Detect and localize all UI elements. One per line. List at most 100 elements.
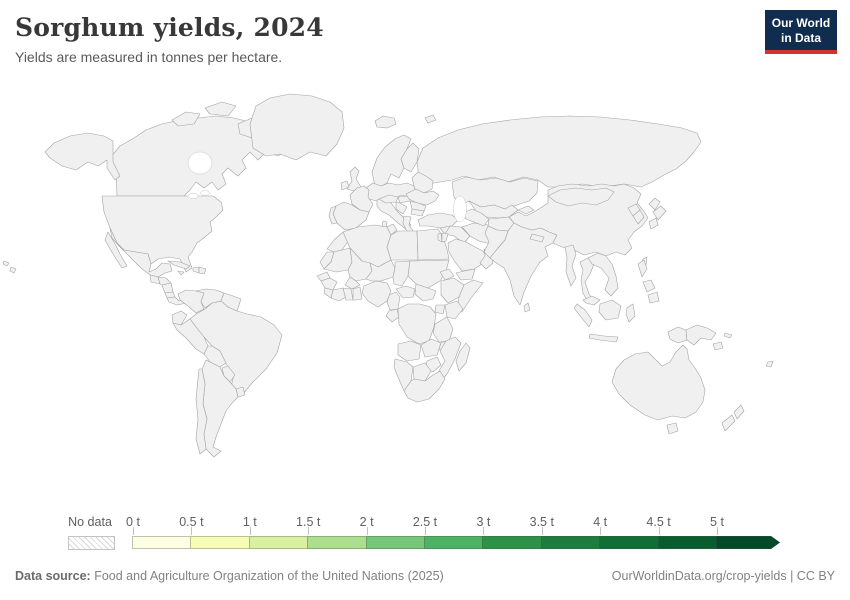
country-haiti[interactable] (192, 266, 200, 274)
country-papua-new-guinea[interactable] (685, 324, 717, 346)
country-united-states-alaska[interactable] (44, 132, 121, 181)
legend-color-segment-5[interactable] (424, 536, 484, 549)
legend-no-data-swatch[interactable] (68, 536, 115, 550)
country-burkina-faso[interactable] (344, 276, 361, 290)
country-philippines-mindanao[interactable] (647, 291, 660, 304)
country-cuba[interactable] (167, 260, 191, 270)
country-mexico-baja[interactable] (104, 231, 128, 269)
country-nigeria[interactable] (361, 280, 392, 308)
country-kenya[interactable] (444, 300, 464, 320)
country-indonesia-sulawesi[interactable] (625, 303, 636, 323)
country-romania[interactable] (409, 200, 427, 212)
country-canada-arctic-2[interactable] (204, 101, 237, 117)
legend-color-segment-7[interactable] (540, 536, 601, 549)
country-balkans[interactable] (395, 201, 408, 215)
legend-color-segment-1[interactable] (190, 536, 250, 549)
country-fiji[interactable] (765, 360, 774, 368)
country-ecuador[interactable] (171, 310, 188, 326)
country-cote-divoire[interactable] (330, 287, 347, 302)
country-chile[interactable] (195, 368, 208, 455)
country-kazakhstan[interactable] (451, 176, 539, 210)
country-finland[interactable] (400, 142, 420, 173)
legend-color-segment-0[interactable] (132, 536, 192, 549)
country-turkmenistan[interactable] (462, 208, 490, 227)
country-nepal[interactable] (529, 233, 545, 243)
country-guinea[interactable] (320, 277, 338, 291)
legend-color-segment-4[interactable] (365, 536, 425, 549)
country-botswana[interactable] (412, 362, 432, 382)
legend-color-segment-9[interactable] (657, 536, 717, 549)
country-dominican-republic[interactable] (198, 266, 207, 275)
country-tunisia[interactable] (386, 223, 398, 236)
country-india[interactable] (489, 222, 558, 306)
country-togo-benin[interactable] (352, 286, 363, 301)
country-uganda[interactable] (434, 304, 446, 315)
country-nicaragua[interactable] (161, 282, 174, 294)
country-myanmar[interactable] (564, 244, 577, 287)
country-greece[interactable] (402, 215, 414, 233)
country-sri-lanka[interactable] (523, 302, 531, 313)
country-australia-tasmania[interactable] (666, 422, 679, 435)
country-greenland[interactable] (249, 93, 345, 161)
country-svalbard[interactable] (424, 114, 437, 124)
country-austria[interactable] (378, 194, 399, 204)
country-turkey[interactable] (417, 212, 459, 229)
country-portugal[interactable] (328, 205, 338, 225)
country-madagascar[interactable] (455, 342, 471, 372)
country-south-sudan[interactable] (414, 283, 437, 302)
chart-footer: Data source: Food and Agriculture Organi… (15, 569, 835, 583)
country-solomon-islands[interactable] (723, 332, 733, 339)
country-eritrea[interactable] (439, 268, 455, 281)
country-tanzania[interactable] (432, 316, 454, 343)
country-south-korea[interactable] (632, 209, 645, 225)
country-jordan[interactable] (441, 232, 449, 243)
legend-color-segment-2[interactable] (248, 536, 309, 549)
country-drc[interactable] (397, 303, 437, 345)
country-iceland[interactable] (374, 115, 397, 129)
legend-color-segment-6[interactable] (482, 536, 542, 549)
legend-color-segment-8[interactable] (599, 536, 659, 549)
country-russia[interactable] (416, 115, 702, 188)
country-mongolia[interactable] (547, 187, 615, 207)
country-libya[interactable] (386, 230, 419, 261)
country-mexico[interactable] (109, 227, 173, 278)
country-philippines-luzon[interactable] (637, 259, 648, 278)
country-indonesia-java[interactable] (588, 333, 619, 343)
country-canada-arctic-1[interactable] (171, 111, 201, 127)
country-jamaica[interactable] (177, 270, 185, 276)
country-philippines-visayas[interactable] (642, 279, 656, 293)
country-congo-gabon[interactable] (385, 308, 400, 323)
country-vietnam-laos[interactable] (587, 252, 619, 297)
country-australia[interactable] (611, 344, 706, 421)
country-somalia[interactable] (457, 279, 484, 313)
country-angola[interactable] (397, 340, 422, 362)
legend-color-segment-10[interactable] (716, 536, 780, 549)
country-indonesia-sumatra[interactable] (573, 303, 593, 328)
country-japan[interactable] (648, 197, 667, 230)
country-yemen[interactable] (455, 268, 476, 281)
country-bulgaria[interactable] (410, 208, 425, 217)
country-indonesia-west-papua[interactable] (667, 326, 688, 344)
country-malaysia[interactable] (582, 295, 601, 306)
legend-color-segment-3[interactable] (307, 536, 367, 549)
country-new-zealand-south[interactable] (721, 414, 736, 432)
country-new-britain[interactable] (712, 341, 724, 351)
country-venezuela[interactable] (195, 288, 225, 309)
country-new-zealand-north[interactable] (733, 404, 745, 420)
country-kyrgyzstan[interactable] (517, 205, 535, 215)
country-chad[interactable] (392, 260, 411, 287)
hudson-bay (187, 151, 213, 175)
country-china[interactable] (508, 183, 649, 257)
country-ireland[interactable] (340, 180, 350, 191)
country-indonesia-borneo[interactable] (598, 299, 622, 321)
country-central-african-republic[interactable] (395, 285, 416, 299)
country-france[interactable] (349, 185, 374, 213)
attribution-link[interactable]: OurWorldinData.org/crop-yields | CC BY (611, 569, 835, 583)
country-south-africa[interactable] (403, 370, 446, 403)
country-saudi-arabia[interactable] (447, 238, 488, 272)
country-united-states-hawaii[interactable] (2, 260, 17, 274)
country-ukraine[interactable] (405, 188, 440, 206)
country-guyana-suriname[interactable] (220, 292, 242, 312)
country-colombia[interactable] (177, 289, 205, 314)
owid-logo[interactable]: Our World in Data (765, 10, 837, 54)
